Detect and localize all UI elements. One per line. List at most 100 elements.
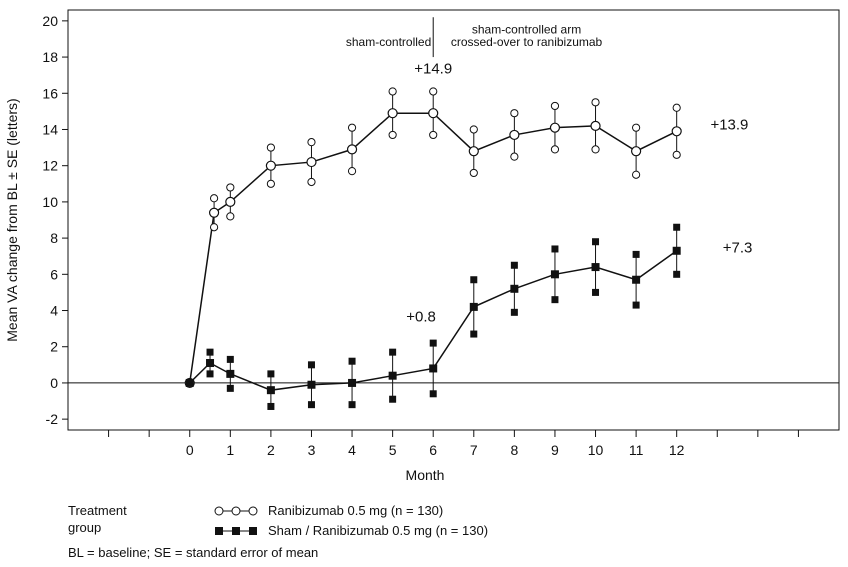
error-cap-marker	[591, 98, 600, 107]
error-cap-marker	[429, 87, 438, 96]
series-line	[188, 112, 678, 384]
data-point	[509, 129, 520, 141]
error-cap-marker	[673, 270, 681, 278]
error-cap-marker	[267, 402, 275, 410]
y-tick-label: 16	[42, 85, 58, 101]
legend-title: Treatment group	[68, 503, 127, 535]
data-point	[510, 284, 519, 293]
error-cap-marker	[347, 167, 357, 176]
y-tick-label: 6	[50, 266, 58, 282]
error-cap-marker	[266, 179, 275, 188]
data-point	[672, 246, 681, 255]
error-cap-marker	[307, 361, 315, 369]
annotations: sham-controlled sham-controlled armcrosse…	[346, 23, 752, 326]
data-point	[266, 386, 275, 395]
error-cap-marker	[388, 87, 397, 96]
error-cap-marker	[510, 152, 519, 161]
error-cap-marker	[551, 245, 559, 253]
error-cap-marker	[551, 296, 559, 304]
y-tick-label: -2	[46, 411, 59, 427]
footnote: BL = baseline; SE = standard error of me…	[68, 545, 319, 560]
error-cap-marker	[632, 250, 640, 258]
data-point	[631, 146, 642, 157]
data-point	[306, 156, 317, 168]
data-point	[265, 160, 276, 171]
data-point	[388, 371, 397, 380]
error-cap-marker	[266, 143, 275, 152]
error-cap-marker	[470, 330, 478, 338]
y-axis-label: Mean VA change from BL ± SE (letters)	[4, 98, 20, 341]
y-tick-label: 4	[50, 303, 58, 319]
error-cap-marker	[510, 308, 518, 316]
error-cap-marker	[632, 301, 640, 309]
annotation-label: sham-controlled arm	[472, 23, 581, 37]
data-point	[469, 302, 478, 311]
x-tick-label: 4	[348, 442, 356, 458]
error-cap-marker	[347, 123, 357, 132]
data-point	[307, 380, 316, 389]
legend-item-sham: Sham / Ranibizumab 0.5 mg (n = 130)	[214, 522, 488, 539]
y-tick-label: 10	[42, 194, 58, 210]
y-tick-label: 0	[50, 375, 58, 391]
error-cap-marker	[226, 212, 235, 221]
x-tick-label: 7	[470, 442, 478, 458]
error-cap-marker	[226, 355, 234, 363]
x-tick-label: 2	[267, 442, 275, 458]
error-cap-marker	[267, 370, 275, 378]
annotation-label: +0.8	[406, 308, 436, 325]
error-cap-marker	[550, 145, 560, 154]
error-cap-marker	[469, 125, 478, 134]
series-ranibizumab	[184, 87, 682, 389]
data-point	[346, 144, 358, 155]
series-line	[189, 250, 678, 391]
error-cap-marker	[592, 288, 600, 296]
data-point	[428, 108, 439, 119]
data-point	[206, 359, 215, 368]
error-cap-marker	[348, 357, 356, 365]
data-point	[591, 263, 600, 272]
x-tick-label: 11	[629, 442, 644, 458]
error-cap-marker	[429, 130, 438, 140]
legend-label-sham: Sham / Ranibizumab 0.5 mg (n = 130)	[268, 523, 489, 538]
x-tick-label: 6	[429, 442, 437, 458]
data-point	[429, 364, 438, 373]
x-tick-label: 0	[186, 442, 194, 458]
y-tick-label: 20	[42, 13, 58, 29]
x-tick-label: 10	[588, 442, 604, 458]
data-point	[671, 126, 682, 137]
error-cap-marker	[632, 170, 641, 179]
data-point	[208, 207, 220, 218]
error-cap-marker	[206, 370, 214, 378]
x-tick-label: 5	[389, 442, 397, 458]
filled-square-marker-icon	[215, 526, 257, 535]
annotation-label: +14.9	[414, 60, 452, 77]
data-point	[226, 369, 235, 378]
error-cap-marker	[510, 261, 518, 269]
error-cap-marker	[209, 223, 219, 232]
error-cap-marker	[510, 109, 519, 118]
data-point	[632, 275, 641, 284]
error-cap-marker	[632, 123, 641, 132]
data-point	[185, 378, 194, 387]
x-tick-label: 9	[551, 442, 559, 458]
y-tick-label: 18	[42, 49, 58, 65]
x-tick-label: 12	[669, 442, 685, 458]
series-sham	[185, 223, 681, 410]
x-tick-label: 1	[226, 442, 234, 458]
error-cap-marker	[550, 101, 560, 111]
data-point	[468, 146, 479, 157]
error-cap-marker	[226, 183, 235, 192]
error-cap-marker	[307, 138, 316, 147]
series	[184, 87, 682, 410]
error-cap-marker	[389, 348, 397, 356]
data-point	[387, 108, 398, 119]
error-cap-marker	[206, 348, 214, 356]
data-point	[549, 122, 561, 133]
error-cap-marker	[591, 145, 600, 154]
error-cap-marker	[209, 194, 219, 203]
annotation-label: crossed-over to ranibizumab	[451, 35, 603, 49]
open-circle-marker-icon	[214, 506, 258, 515]
legend-item-ranibizumab: Ranibizumab 0.5 mg (n = 130)	[214, 502, 443, 519]
